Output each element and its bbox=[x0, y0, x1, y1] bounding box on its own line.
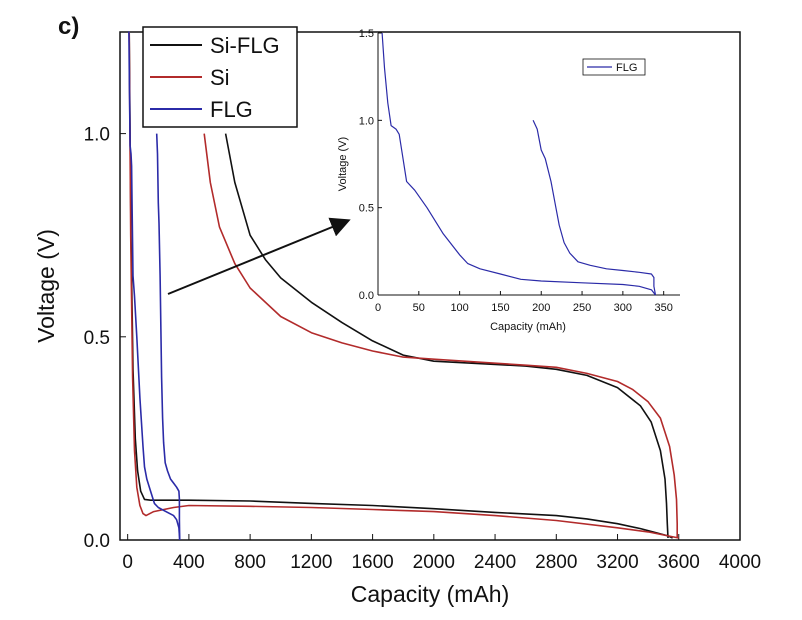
inset-y-axis-title: Voltage (V) bbox=[337, 137, 349, 191]
inset-x-tick-label: 350 bbox=[654, 302, 672, 314]
inset-x-axis-title: Capacity (mAh) bbox=[490, 321, 566, 333]
inset-x-tick-label: 50 bbox=[413, 302, 425, 314]
main-series-flg-line bbox=[128, 31, 181, 541]
panel-label: c) bbox=[58, 13, 79, 40]
inset-y-ticks: 0.0 0.5 1.0 1.5 bbox=[359, 28, 382, 302]
legend-label-flg: FLG bbox=[210, 97, 253, 122]
main-x-tick-label: 1200 bbox=[290, 552, 332, 573]
main-x-tick-label: 2400 bbox=[474, 552, 516, 573]
inset-series-flg-line bbox=[532, 120, 657, 296]
inset-plot-background bbox=[378, 33, 680, 295]
inset-legend-label-flg: FLG bbox=[616, 62, 637, 74]
inset-x-ticks: 0 50 100 150 200 250 300 350 bbox=[375, 291, 673, 314]
inset-series-lines bbox=[381, 32, 657, 296]
inset-x-tick-label: 300 bbox=[614, 302, 632, 314]
legend-label-si: Si bbox=[210, 65, 230, 90]
main-series-si-line bbox=[128, 31, 679, 539]
inset-plot: 0 50 100 150 200 250 300 350 0.0 0.5 1.0 1.5 Capac… bbox=[337, 28, 680, 333]
main-y-tick-label: 0.0 bbox=[84, 531, 110, 552]
main-x-tick-label: 400 bbox=[173, 552, 205, 573]
main-x-tick-label: 3200 bbox=[596, 552, 638, 573]
main-y-axis-title: Voltage (V) bbox=[33, 229, 59, 343]
legend-label-si-flg: Si-FLG bbox=[210, 33, 280, 58]
inset-y-tick-label: 1.0 bbox=[359, 115, 374, 127]
main-plot-frame bbox=[119, 31, 741, 541]
main-series-si-flg-line bbox=[224, 133, 669, 539]
inset-y-tick-label: 1.5 bbox=[359, 28, 374, 40]
main-y-ticks: 0.0 0.5 1.0 bbox=[84, 125, 126, 552]
inset-pointer-arrow bbox=[167, 217, 351, 295]
main-series-flg-line bbox=[155, 133, 181, 541]
main-x-tick-label: 2800 bbox=[535, 552, 577, 573]
inset-x-tick-label: 100 bbox=[450, 302, 468, 314]
main-x-axis-title: Capacity (mAh) bbox=[351, 581, 509, 607]
main-x-tick-label: 0 bbox=[122, 552, 133, 573]
main-plot: 0 400 800 1200 1600 2000 2400 2800 3200 3600 4000 … bbox=[33, 31, 761, 607]
inset-series-flg-line bbox=[381, 32, 656, 296]
main-x-tick-label: 4000 bbox=[719, 552, 761, 573]
main-series-lines bbox=[128, 31, 679, 541]
inset-y-tick-label: 0.5 bbox=[359, 203, 374, 215]
main-y-tick-label: 1.0 bbox=[84, 125, 110, 146]
main-y-tick-label: 0.5 bbox=[84, 328, 110, 349]
inset-x-tick-label: 150 bbox=[491, 302, 509, 314]
main-x-ticks: 0 400 800 1200 1600 2000 2400 2800 3200 3600 4000 bbox=[122, 534, 761, 573]
main-x-tick-label: 1600 bbox=[351, 552, 393, 573]
inset-x-tick-label: 200 bbox=[532, 302, 550, 314]
main-x-tick-label: 3600 bbox=[658, 552, 700, 573]
main-x-tick-label: 2000 bbox=[413, 552, 455, 573]
main-x-tick-label: 800 bbox=[234, 552, 266, 573]
inset-x-tick-label: 250 bbox=[573, 302, 591, 314]
inset-x-tick-label: 0 bbox=[375, 302, 381, 314]
inset-legend-box bbox=[582, 58, 646, 76]
inset-y-tick-label: 0.0 bbox=[359, 290, 374, 302]
main-series-si-line bbox=[203, 133, 679, 538]
main-legend: Si-FLG Si FLG bbox=[142, 26, 298, 128]
main-series-si-flg-line bbox=[128, 31, 673, 539]
